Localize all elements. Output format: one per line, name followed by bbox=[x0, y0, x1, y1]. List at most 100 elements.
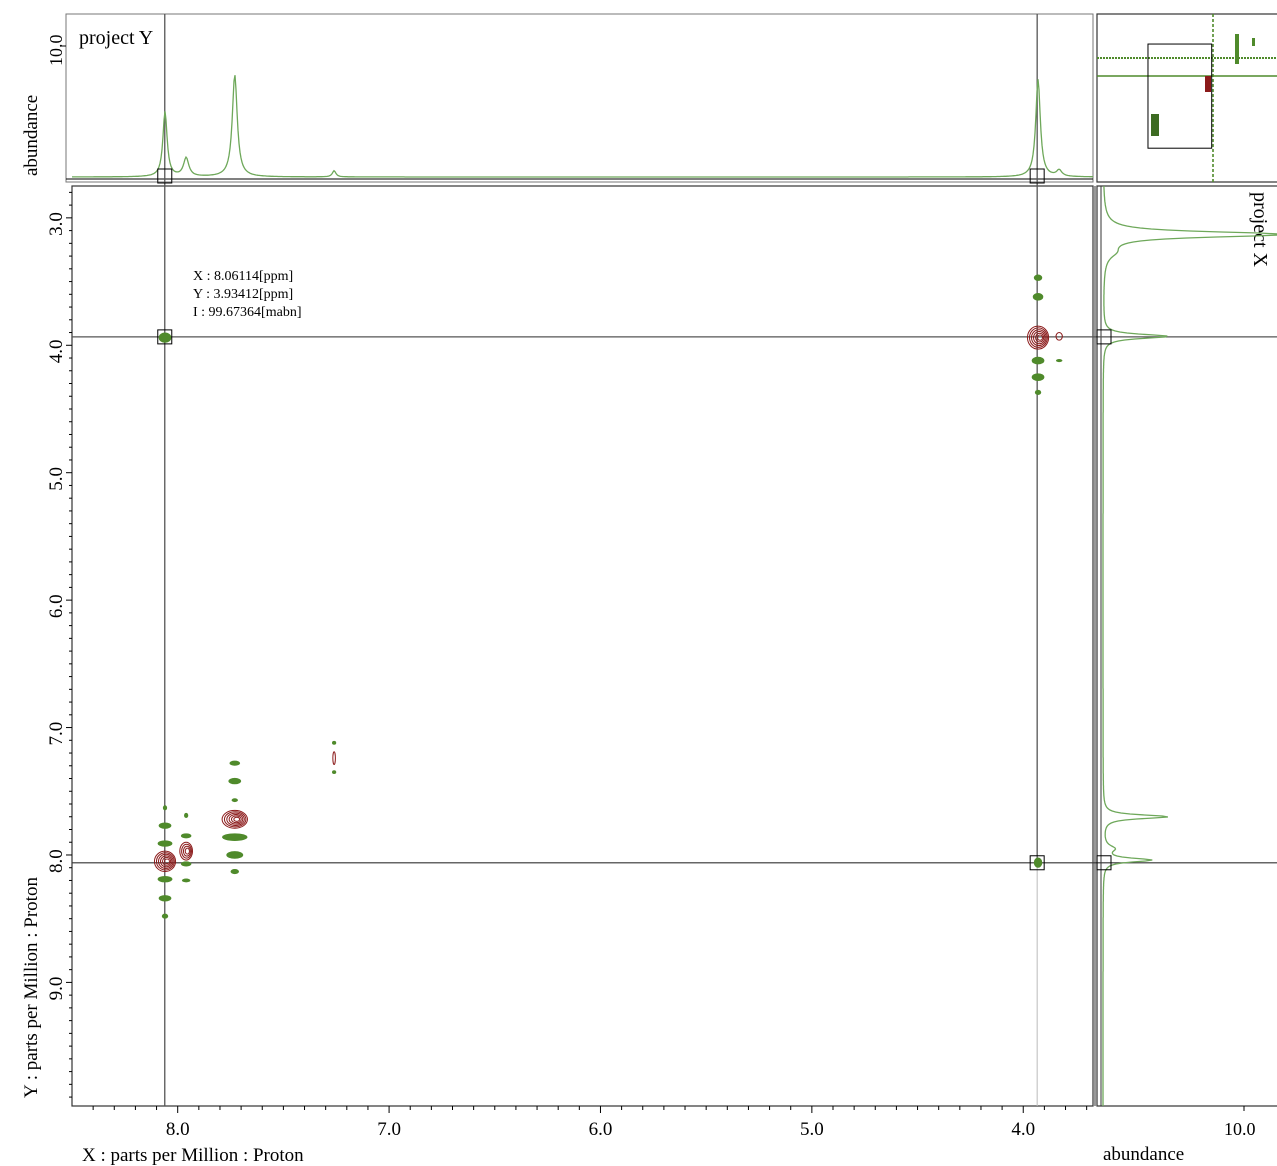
positive-peak-20 bbox=[231, 798, 238, 803]
cursor-marker-main[interactable] bbox=[157, 329, 173, 345]
positive-peak-9 bbox=[158, 822, 172, 829]
contour-ring bbox=[1055, 332, 1063, 341]
cursor-markers[interactable] bbox=[157, 168, 1112, 871]
positive-peak-25 bbox=[332, 770, 337, 775]
positive-peak-21 bbox=[222, 833, 248, 841]
positive-peak-1 bbox=[1033, 857, 1043, 868]
y-tick-label-0: 3.0 bbox=[46, 212, 67, 236]
negative-peak-5 bbox=[332, 751, 336, 766]
y-tick-label-4: 7.0 bbox=[46, 722, 67, 746]
top-panel-title: project Y bbox=[79, 27, 153, 49]
contour-ring bbox=[182, 845, 191, 857]
top-projection-path bbox=[72, 75, 1093, 178]
contour-ring bbox=[1033, 330, 1046, 345]
contour-ring bbox=[153, 850, 177, 873]
negative-peak-2 bbox=[221, 809, 248, 829]
y-axis-title: Y : parts per Million : Proton bbox=[21, 877, 42, 1098]
right-abundance-label: abundance bbox=[1103, 1144, 1184, 1165]
x-axis-title: X : parts per Million : Proton bbox=[82, 1145, 304, 1166]
overview-thumbnail bbox=[1097, 14, 1277, 182]
y-tick-label-3: 6.0 bbox=[46, 594, 67, 618]
cursor-marker-right-b[interactable] bbox=[1096, 855, 1112, 871]
y-tick-label-6: 9.0 bbox=[46, 977, 67, 1001]
positive-peak-19 bbox=[228, 777, 242, 785]
overview-peak-c bbox=[1151, 114, 1159, 136]
cursor-guides bbox=[72, 14, 1277, 1106]
contour-ring bbox=[1037, 334, 1043, 341]
positive-peak-2 bbox=[1033, 274, 1043, 281]
readout-x: X : 8.06114[ppm] bbox=[193, 269, 293, 284]
x-tick-label-2: 6.0 bbox=[589, 1119, 613, 1140]
positive-peak-3 bbox=[1032, 293, 1044, 301]
cursor-marker-top-b[interactable] bbox=[1029, 168, 1045, 184]
positive-peak-15 bbox=[180, 833, 192, 839]
x-axis-ticks: 8.0 7.0 6.0 5.0 4.0 bbox=[92, 1106, 1088, 1140]
x-tick-label-1: 7.0 bbox=[377, 1119, 401, 1140]
overview-panel[interactable] bbox=[1096, 13, 1277, 183]
negative-contours bbox=[153, 325, 1063, 873]
positive-peak-5 bbox=[1031, 373, 1045, 381]
cursor-marker-right-a[interactable] bbox=[1096, 329, 1112, 345]
positive-peak-18 bbox=[229, 760, 241, 766]
contour-ring bbox=[233, 816, 241, 822]
contour-ring bbox=[1026, 325, 1050, 350]
x-tick-label-0: 8.0 bbox=[166, 1119, 190, 1140]
top-projection-trace bbox=[72, 75, 1093, 178]
negative-peak-0 bbox=[153, 850, 177, 873]
contour-ring bbox=[162, 856, 172, 866]
contour-ring bbox=[226, 812, 245, 826]
contour-ring bbox=[181, 843, 192, 859]
positive-peak-8 bbox=[162, 805, 168, 811]
contour-ring bbox=[155, 852, 175, 871]
positive-peak-7 bbox=[1056, 359, 1063, 363]
positive-peak-4 bbox=[1031, 356, 1045, 365]
overview-peak-d bbox=[1252, 38, 1255, 46]
positive-contours bbox=[157, 274, 1063, 919]
contour-ring bbox=[223, 811, 247, 828]
main-contour-panel[interactable] bbox=[71, 185, 1094, 1107]
positive-peak-22 bbox=[226, 851, 244, 859]
contour-ring bbox=[184, 847, 190, 855]
contour-ring bbox=[228, 813, 244, 825]
negative-peak-4 bbox=[1055, 332, 1063, 341]
top-abundance-tick: 10.0 bbox=[46, 35, 66, 67]
positive-peak-24 bbox=[332, 740, 337, 745]
positive-peak-16 bbox=[180, 861, 192, 867]
right-abundance-tick: 10.0 bbox=[1224, 1119, 1256, 1139]
cursor-marker-top-a[interactable] bbox=[157, 168, 173, 184]
y-tick-label-5: 8.0 bbox=[46, 849, 67, 873]
right-projection-panel[interactable] bbox=[1096, 185, 1277, 1107]
y-axis-ticks: 3.0 4.0 5.0 6.0 7.0 8.0 9.0 bbox=[46, 191, 72, 1098]
readout-y: Y : 3.93412[ppm] bbox=[193, 287, 293, 302]
positive-peak-13 bbox=[161, 913, 169, 919]
x-tick-label-3: 5.0 bbox=[800, 1119, 824, 1140]
x-tick-label-4: 4.0 bbox=[1011, 1119, 1035, 1140]
positive-peak-23 bbox=[230, 868, 239, 875]
top-projection-panel[interactable] bbox=[65, 13, 1094, 183]
contour-ring bbox=[230, 815, 242, 824]
contour-ring bbox=[164, 858, 170, 865]
positive-peak-6 bbox=[1034, 389, 1042, 395]
overview-peak-b bbox=[1205, 76, 1211, 92]
contour-ring bbox=[332, 751, 336, 766]
contour-ring bbox=[157, 853, 174, 869]
contour-ring bbox=[160, 855, 173, 868]
contour-ring bbox=[221, 809, 248, 829]
cursor-marker-mirror[interactable] bbox=[1029, 855, 1045, 871]
contour-ring bbox=[1035, 332, 1045, 343]
cursor-readout: X : 8.06114[ppm] Y : 3.93412[ppm] I : 99… bbox=[193, 269, 301, 320]
overview-view-box[interactable] bbox=[1147, 43, 1213, 149]
negative-peak-1 bbox=[179, 841, 193, 861]
readout-i: I : 99.67364[mabn] bbox=[193, 305, 301, 320]
top-abundance-label: abundance bbox=[21, 95, 42, 176]
positive-peak-10 bbox=[157, 840, 173, 847]
positive-peak-11 bbox=[157, 876, 173, 883]
contour-ring bbox=[1028, 327, 1048, 348]
y-tick-label-2: 5.0 bbox=[46, 467, 67, 491]
positive-peak-0 bbox=[158, 332, 172, 343]
contour-ring bbox=[179, 841, 193, 861]
right-projection-path bbox=[1102, 186, 1277, 1106]
positive-peak-12 bbox=[158, 895, 172, 902]
contour-ring bbox=[1031, 329, 1047, 347]
